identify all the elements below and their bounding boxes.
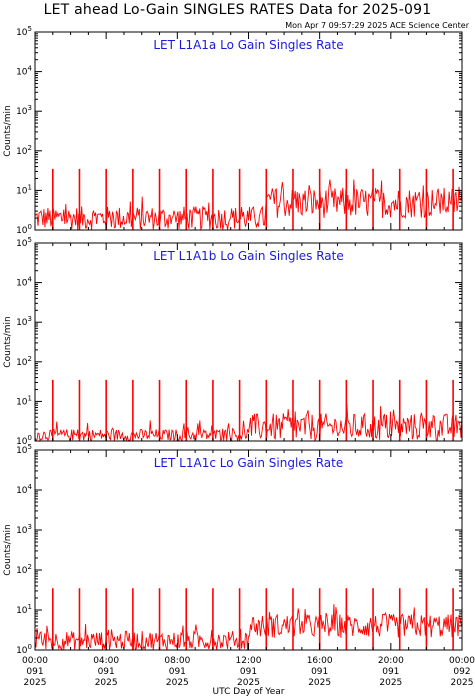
generation-timestamp: Mon Apr 7 09:57:29 2025 ACE Science Cent… — [285, 21, 469, 30]
x-tick-label: 08:00 — [164, 656, 190, 666]
x-tick-label: 091 — [311, 667, 328, 677]
x-tick-label: 2025 — [24, 678, 47, 688]
x-tick-label: 2025 — [308, 678, 331, 688]
y-tick-label: 105 — [16, 25, 32, 38]
y-axis-label: Counts/min — [3, 105, 13, 156]
y-tick-label: 104 — [16, 483, 32, 496]
x-tick-label: 2025 — [379, 678, 402, 688]
y-tick-label: 104 — [16, 276, 32, 289]
y-tick-label: 101 — [16, 603, 32, 616]
x-tick-label: 04:00 — [93, 656, 119, 666]
data-series — [34, 379, 463, 443]
x-axis-label: UTC Day of Year — [213, 687, 285, 697]
x-tick-label: 091 — [26, 667, 43, 677]
y-tick-label: 102 — [16, 563, 32, 576]
x-tick-label: 2025 — [95, 678, 118, 688]
y-tick-label: 104 — [16, 65, 32, 78]
baseline-trace — [34, 179, 463, 231]
x-tick-label: 091 — [240, 667, 257, 677]
y-tick-label: 100 — [16, 223, 32, 236]
panel-title: LET L1A1a Lo Gain Singles Rate — [153, 38, 343, 52]
plot-frame — [34, 449, 463, 651]
x-tick-label: 12:00 — [236, 656, 262, 666]
y-tick-label: 101 — [16, 183, 32, 196]
y-tick-label: 105 — [16, 236, 32, 249]
y-tick-label: 103 — [16, 104, 32, 117]
x-tick-label: 20:00 — [378, 656, 404, 666]
x-tick-label: 2025 — [166, 678, 189, 688]
x-tick-label: 092 — [453, 667, 470, 677]
page-title: LET ahead Lo-Gain SINGLES RATES Data for… — [43, 2, 432, 18]
y-tick-label: 102 — [16, 355, 32, 368]
data-series — [34, 168, 463, 231]
data-series — [34, 588, 463, 651]
y-tick-label: 103 — [16, 523, 32, 536]
y-tick-label: 100 — [16, 643, 32, 656]
panel-1: 100 101 102 103 104 105 Counts/min LET L1A1a Lo… — [3, 25, 463, 236]
y-tick-label: 102 — [16, 144, 32, 157]
x-tick-label: 16:00 — [307, 656, 333, 666]
x-tick-label: 2025 — [237, 678, 260, 688]
x-tick-label: 00:00 — [449, 656, 475, 666]
x-tick-label: 091 — [169, 667, 186, 677]
x-tick-label: 00:00 — [22, 656, 48, 666]
panel-title: LET L1A1c Lo Gain Singles Rate — [154, 456, 344, 470]
x-tick-label: 091 — [98, 667, 115, 677]
y-axis-label: Counts/min — [3, 524, 13, 575]
panel-title: LET L1A1b Lo Gain Singles Rate — [153, 249, 344, 263]
y-tick-label: 103 — [16, 315, 32, 328]
plot-frame — [34, 242, 463, 442]
x-tick-label: 091 — [382, 667, 399, 677]
y-tick-label: 101 — [16, 394, 32, 407]
x-axis: 00:00091202504:00091202508:00091202512:0… — [22, 656, 475, 697]
x-tick-label: 2025 — [451, 678, 474, 688]
y-axis-label: Counts/min — [3, 316, 13, 367]
